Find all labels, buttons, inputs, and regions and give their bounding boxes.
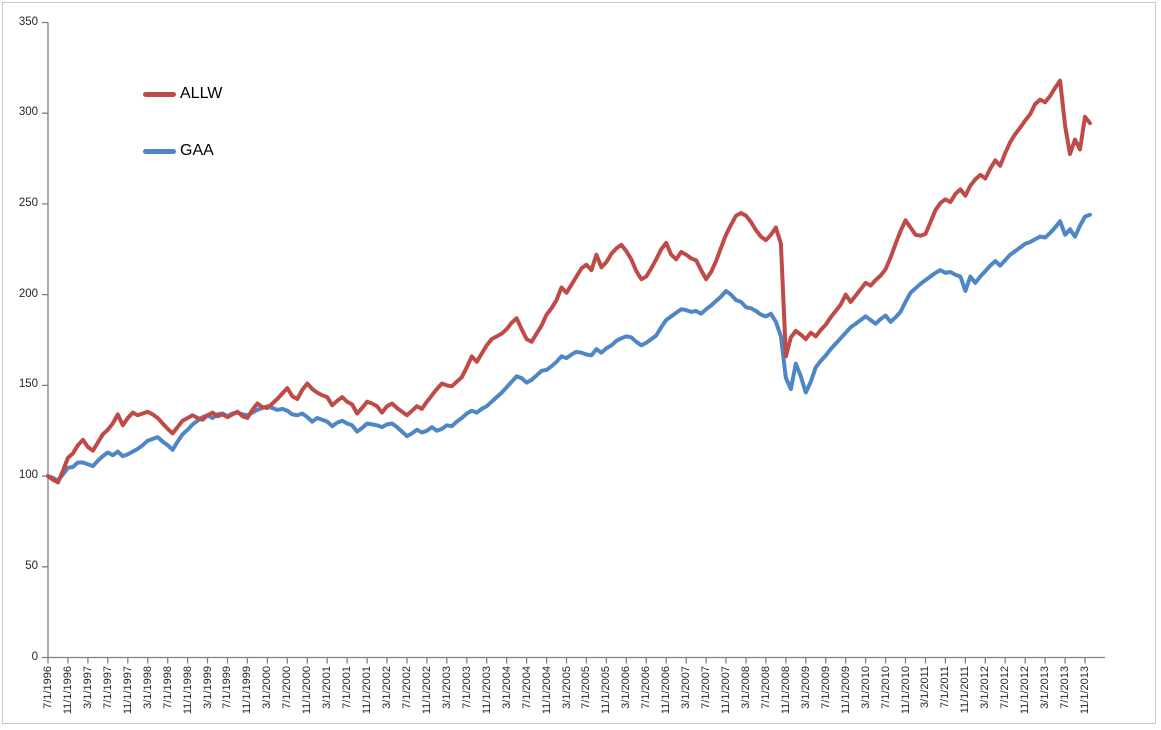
x-tick-label: 11/1/1997 bbox=[121, 666, 134, 715]
x-tick-label: 7/1/2002 bbox=[400, 666, 413, 709]
y-tick-label: 200 bbox=[18, 287, 38, 300]
x-tick-label: 3/1/2003 bbox=[440, 666, 453, 709]
x-tick-label: 7/1/2012 bbox=[999, 666, 1012, 709]
x-tick-label: 7/1/2013 bbox=[1059, 666, 1072, 709]
x-tick-label: 3/1/2012 bbox=[979, 666, 992, 709]
x-tick-label: 11/1/2010 bbox=[899, 666, 912, 715]
y-tick-label: 350 bbox=[18, 15, 38, 28]
series-lines bbox=[46, 78, 1092, 485]
x-tick-label: 7/1/2008 bbox=[759, 666, 772, 709]
x-tick-label: 7/1/1999 bbox=[221, 666, 234, 709]
x-tick-label: 11/1/2008 bbox=[779, 666, 792, 715]
legend-item-allw: ALLW bbox=[143, 85, 222, 103]
x-tick-label: 3/1/1998 bbox=[141, 666, 154, 709]
x-tick-label: 11/1/2007 bbox=[720, 666, 733, 715]
x-tick-label: 7/1/2010 bbox=[879, 666, 892, 709]
x-tick-label: 3/1/2000 bbox=[261, 666, 274, 709]
series-line-gaa bbox=[46, 212, 1092, 483]
x-tick-label: 7/1/2003 bbox=[460, 666, 473, 709]
x-tick-label: 7/1/1998 bbox=[161, 666, 174, 709]
legend-item-gaa: GAA bbox=[143, 142, 214, 160]
x-tick-label: 11/1/2001 bbox=[361, 666, 374, 715]
y-tick-label: 50 bbox=[25, 559, 38, 572]
x-tick-label: 7/1/2007 bbox=[700, 666, 713, 709]
y-tick-label: 100 bbox=[18, 469, 38, 482]
x-tick-label: 7/1/1996 bbox=[42, 666, 54, 709]
x-tick-label: 11/1/2002 bbox=[420, 666, 433, 715]
x-tick-label: 11/1/1996 bbox=[61, 666, 74, 715]
x-tick-label: 7/1/2004 bbox=[520, 666, 533, 709]
x-tick-label: 3/1/2002 bbox=[381, 666, 394, 709]
x-tick-label: 3/1/1999 bbox=[201, 666, 214, 709]
x-tick-label: 7/1/2009 bbox=[819, 666, 832, 709]
y-tick-label: 250 bbox=[18, 196, 38, 209]
x-tick-label: 3/1/2005 bbox=[560, 666, 573, 709]
x-tick-label: 3/1/2009 bbox=[799, 666, 812, 709]
x-tick-label: 3/1/2011 bbox=[919, 666, 932, 709]
allw-line-swatch bbox=[143, 91, 176, 97]
gaa-legend-label: GAA bbox=[180, 142, 214, 159]
x-tick-label: 7/1/1997 bbox=[101, 666, 114, 709]
x-tick-label: 3/1/1997 bbox=[81, 666, 94, 709]
axes bbox=[42, 21, 1105, 664]
x-tick-label: 3/1/2007 bbox=[680, 666, 693, 709]
x-tick-label: 11/1/2006 bbox=[660, 666, 673, 715]
x-tick-label: 11/1/2009 bbox=[839, 666, 852, 715]
x-tick-label: 7/1/2001 bbox=[341, 666, 354, 709]
x-tick-label: 3/1/2013 bbox=[1039, 666, 1052, 709]
x-tick-label: 3/1/2004 bbox=[500, 666, 513, 709]
x-tick-label: 7/1/2006 bbox=[640, 666, 653, 709]
x-tick-label: 3/1/2010 bbox=[859, 666, 872, 709]
x-tick-label: 11/1/2003 bbox=[480, 666, 493, 715]
x-tick-label: 3/1/2008 bbox=[739, 666, 752, 709]
x-tick-label: 7/1/2011 bbox=[939, 666, 952, 709]
x-tick-label: 7/1/2000 bbox=[281, 666, 294, 709]
x-tick-label: 7/1/2005 bbox=[580, 666, 593, 709]
x-tick-label: 3/1/2001 bbox=[321, 666, 334, 709]
x-tick-label: 11/1/2013 bbox=[1079, 666, 1091, 715]
y-tick-label: 150 bbox=[18, 378, 38, 391]
x-tick-label: 11/1/2000 bbox=[301, 666, 314, 715]
y-tick-label: 300 bbox=[18, 106, 38, 119]
gaa-line-swatch bbox=[143, 148, 176, 154]
series-line-allw bbox=[46, 78, 1092, 485]
x-tick-label: 11/1/2005 bbox=[600, 666, 613, 715]
x-tick-label: 11/1/2012 bbox=[1019, 666, 1032, 715]
x-tick-label: 11/1/1998 bbox=[181, 666, 194, 715]
y-tick-label: 0 bbox=[31, 650, 38, 663]
x-tick-label: 11/1/1999 bbox=[241, 666, 254, 715]
x-tick-label: 11/1/2004 bbox=[540, 666, 553, 715]
x-tick-label: 3/1/2006 bbox=[620, 666, 633, 709]
x-tick-label: 11/1/2011 bbox=[959, 666, 972, 714]
allw-legend-label: ALLW bbox=[180, 85, 223, 102]
